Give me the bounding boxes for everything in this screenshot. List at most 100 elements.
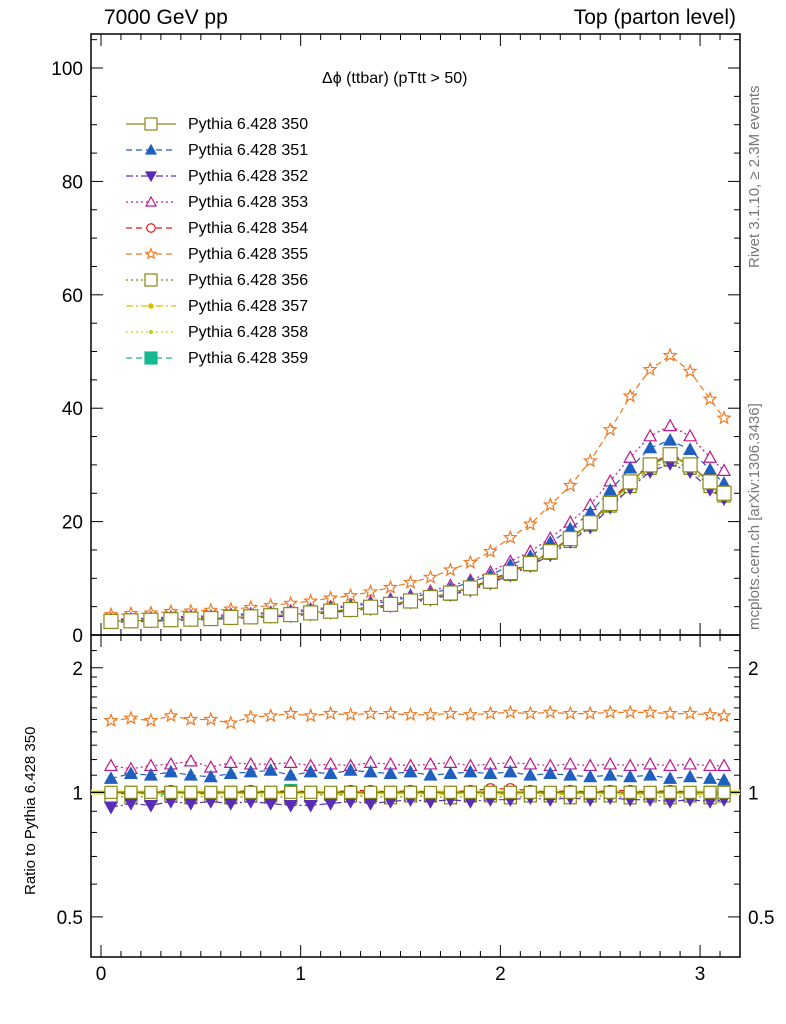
data-point: [623, 450, 638, 463]
data-point: [443, 766, 458, 779]
main-series-group: [103, 347, 732, 630]
data-point: [716, 707, 732, 723]
main-y-axis: 0 20 40 60 80 100: [51, 39, 740, 647]
data-point: [123, 766, 138, 779]
data-point: [183, 753, 198, 767]
data-point: [663, 418, 678, 432]
data-point: [523, 767, 538, 781]
data-point: [603, 767, 618, 781]
data-point: [383, 785, 398, 799]
x-tick-label: 0: [96, 964, 107, 985]
ratio-series-group: [103, 704, 732, 815]
data-point: [123, 613, 139, 629]
legend-label: Pythia 6.428 350: [188, 116, 309, 133]
data-point: [482, 705, 498, 721]
data-point: [144, 171, 158, 183]
data-point: [602, 495, 618, 512]
data-point: [402, 706, 419, 722]
data-point: [383, 766, 398, 779]
data-point: [703, 758, 718, 772]
data-point: [717, 772, 732, 786]
legend-swatch: [126, 273, 176, 287]
data-point: [363, 764, 378, 778]
data-point: [163, 707, 179, 723]
data-point: [662, 347, 678, 362]
data-point: [562, 531, 578, 547]
data-point: [382, 596, 399, 612]
legend-swatch: [126, 171, 176, 183]
data-point: [422, 569, 439, 584]
data-point: [716, 485, 732, 501]
data-point: [148, 329, 154, 335]
ratio-line: [110, 797, 725, 808]
data-point: [623, 758, 638, 772]
header-process-label: Top (parton level): [573, 6, 736, 29]
data-point: [143, 799, 158, 813]
x-tick-label: 3: [695, 964, 706, 985]
data-point: [502, 529, 518, 545]
data-point: [582, 515, 598, 531]
data-point: [143, 712, 159, 728]
data-point: [243, 709, 259, 724]
data-point: [542, 497, 558, 512]
y-tick-label: 40: [62, 399, 83, 420]
data-point: [682, 457, 698, 473]
data-point: [343, 763, 358, 776]
data-point: [542, 704, 558, 719]
data-point: [703, 785, 717, 799]
data-point: [643, 756, 658, 770]
data-point: [703, 450, 718, 463]
data-point: [482, 543, 498, 558]
legend-label: Pythia 6.428 358: [188, 324, 309, 341]
data-point: [702, 706, 718, 722]
data-point: [362, 599, 379, 615]
data-point: [223, 609, 239, 626]
data-point: [183, 611, 199, 627]
data-point: [717, 463, 732, 476]
data-point: [124, 785, 138, 799]
data-point: [223, 755, 238, 768]
data-point: [462, 580, 479, 596]
data-point: [283, 606, 299, 623]
data-point: [103, 613, 119, 629]
data-point: [543, 785, 557, 799]
data-point: [303, 707, 319, 723]
legend-swatch: [126, 143, 176, 155]
ratio-y-tick-label-right: 2: [748, 659, 759, 680]
data-point: [244, 785, 258, 799]
data-point: [623, 460, 638, 474]
data-point: [144, 351, 158, 365]
data-point: [623, 785, 637, 799]
data-point: [462, 554, 478, 569]
data-point: [223, 715, 239, 730]
data-point: [583, 758, 598, 772]
data-point: [204, 785, 218, 799]
data-point: [223, 766, 238, 779]
data-point: [602, 421, 618, 437]
legend-label: Pythia 6.428 357: [188, 298, 309, 315]
data-point: [422, 706, 439, 722]
data-point: [144, 273, 158, 287]
data-point: [343, 706, 359, 722]
data-point: [683, 785, 697, 799]
ratio-axis-label: Ratio to Pythia 6.428 350: [22, 726, 39, 895]
series-355: [103, 347, 732, 622]
data-point: [403, 785, 418, 799]
data-point: [363, 785, 378, 799]
data-point: [423, 785, 438, 799]
data-point: [148, 303, 154, 309]
legend-swatch: [126, 351, 176, 365]
x-axis: 0 1 2 3: [96, 34, 721, 985]
data-point: [103, 771, 118, 784]
data-point: [682, 363, 698, 378]
data-point: [702, 391, 718, 406]
y-tick-label: 80: [62, 172, 83, 193]
data-point: [203, 711, 219, 726]
data-point: [683, 756, 698, 770]
data-point: [662, 705, 678, 721]
legend-label: Pythia 6.428 355: [188, 246, 309, 263]
ratio-y-tick-label: 1: [72, 783, 83, 804]
data-point: [603, 785, 617, 799]
data-point: [582, 453, 598, 468]
